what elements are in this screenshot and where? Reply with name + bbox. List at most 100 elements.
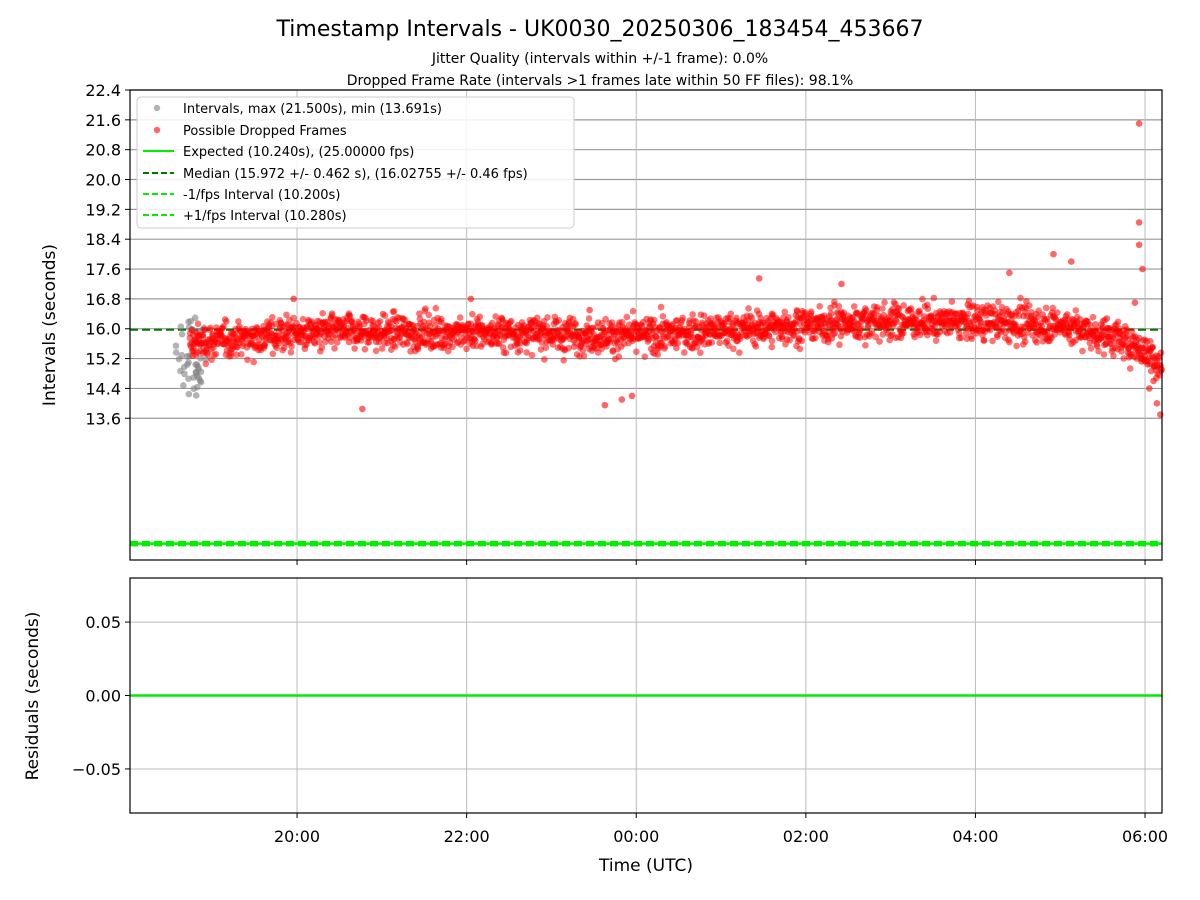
dropped-frame-point	[1013, 342, 1020, 350]
chart-subtitle-dropped: Dropped Frame Rate (intervals >1 frames …	[347, 73, 854, 89]
intervals-y-ticks: 13.6 14.4 15.2 16.0 16.8 17.6 18.4 19.2 20.0 20.8…	[85, 81, 130, 428]
dropped-frame-point	[654, 351, 662, 358]
dropped-frame-point	[269, 313, 276, 321]
dropped-frame-point	[858, 324, 865, 332]
dropped-frame-point	[1092, 320, 1099, 328]
dropped-frame-point	[879, 331, 887, 338]
dropped-frame-point	[994, 333, 1001, 340]
dropped-frame-point	[204, 351, 212, 358]
interval-point	[184, 361, 191, 368]
dropped-frame-point	[995, 298, 1002, 306]
dropped-frame-point	[233, 351, 240, 359]
dropped-frame-point	[1118, 348, 1125, 355]
dropped-frame-point	[962, 330, 970, 337]
dropped-frame-point	[202, 360, 210, 368]
dropped-frame-point	[1103, 315, 1111, 322]
dropped-frame-point	[1114, 318, 1122, 326]
dropped-frame-outlier	[359, 405, 366, 413]
dropped-frame-point	[318, 344, 326, 351]
residuals-y-tick-label: 0.00	[85, 687, 121, 706]
intervals-y-tick-label: 16.0	[85, 320, 121, 339]
interval-point	[192, 361, 199, 368]
dropped-frame-point	[726, 315, 734, 323]
x-tick-label: 02:00	[783, 827, 829, 846]
dropped-frame-point	[881, 299, 888, 306]
dropped-frame-point	[936, 328, 944, 336]
dropped-frame-point	[1093, 342, 1101, 350]
legend-label-expected: Expected (10.240s), (25.00000 fps)	[183, 145, 414, 160]
dropped-frame-point	[850, 303, 858, 310]
dropped-frame-point	[785, 313, 792, 321]
dropped-frame-point	[657, 303, 665, 311]
dropped-frame-point	[816, 302, 823, 310]
dropped-frame-point	[580, 352, 588, 360]
intervals-y-tick-label: 22.4	[85, 81, 121, 100]
intervals-y-tick-label: 18.4	[85, 230, 121, 249]
legend-label-dropped: Possible Dropped Frames	[183, 124, 347, 139]
dropped-frame-point	[862, 306, 870, 314]
dropped-frame-point	[469, 310, 476, 318]
dropped-frame-point	[661, 343, 669, 350]
dropped-frame-point	[425, 311, 433, 319]
residuals-y-tick-label: 0.05	[85, 613, 121, 632]
dropped-frame-point	[899, 329, 907, 337]
dropped-frame-point	[872, 333, 880, 341]
dropped-frame-point	[1155, 354, 1163, 362]
dropped-frame-outlier	[586, 306, 593, 314]
intervals-y-axis-label: Intervals (seconds)	[40, 244, 60, 406]
chart-subtitle-jitter: Jitter Quality (intervals within +/-1 fr…	[431, 51, 768, 67]
intervals-plot: 13.6 14.4 15.2 16.0 16.8 17.6 18.4 19.2 20.0 20.8…	[40, 81, 1165, 565]
dropped-frame-point	[831, 330, 839, 337]
dropped-frame-point	[1054, 309, 1061, 316]
dropped-frame-point	[1095, 347, 1102, 355]
dropped-frame-point	[835, 302, 843, 310]
dropped-frame-point	[989, 337, 996, 345]
dropped-frame-point	[876, 338, 883, 345]
dropped-frame-point	[673, 344, 680, 352]
dropped-frame-point	[572, 339, 579, 347]
dropped-frame-point	[1079, 347, 1086, 355]
dropped-frame-point	[957, 334, 965, 342]
dropped-frame-point	[725, 342, 732, 349]
dropped-frame-point	[456, 314, 464, 321]
dropped-frame-point	[541, 356, 548, 363]
dropped-frame-point	[811, 328, 818, 335]
interval-point	[190, 385, 198, 392]
dropped-frame-point	[207, 324, 214, 332]
dropped-frame-point	[572, 321, 579, 328]
dropped-frame-point	[879, 305, 886, 312]
dropped-frame-point	[736, 335, 744, 343]
dropped-frame-outlier	[290, 295, 297, 303]
dropped-frame-point	[579, 347, 587, 354]
dropped-frame-point	[333, 339, 341, 346]
dropped-frame-point	[422, 305, 429, 312]
dropped-frame-point	[420, 318, 428, 326]
dropped-frame-outlier	[467, 295, 475, 303]
dropped-frame-point	[542, 344, 550, 351]
dropped-frame-outlier	[1139, 265, 1146, 273]
dropped-frame-point	[1034, 313, 1042, 321]
x-tick-label: 06:00	[1122, 827, 1168, 846]
dropped-frame-point	[290, 314, 297, 322]
dropped-frame-point	[331, 345, 338, 352]
dropped-frame-point	[544, 314, 551, 321]
dropped-frame-point	[502, 349, 510, 357]
dropped-frame-point	[1033, 339, 1040, 346]
legend: Intervals, max (21.500s), min (13.691s) …	[136, 96, 575, 229]
dropped-frame-point	[365, 339, 373, 346]
dropped-frame-point	[361, 346, 369, 353]
dropped-frame-point	[796, 345, 804, 353]
dropped-frame-point	[641, 353, 649, 360]
dropped-frame-point	[1100, 351, 1108, 358]
intervals-y-tick-label: 19.2	[85, 200, 121, 219]
intervals-y-tick-label: 14.4	[85, 379, 121, 398]
dropped-frame-point	[900, 302, 907, 309]
dropped-frame-point	[391, 343, 399, 350]
dropped-frame-point	[680, 349, 688, 356]
dropped-frame-outlier	[755, 275, 763, 282]
dropped-frame-outlier	[628, 392, 636, 400]
dropped-frame-point	[930, 294, 938, 302]
dropped-frame-point	[650, 316, 658, 324]
dropped-frame-point	[1049, 304, 1057, 312]
dropped-frame-point	[523, 349, 530, 356]
